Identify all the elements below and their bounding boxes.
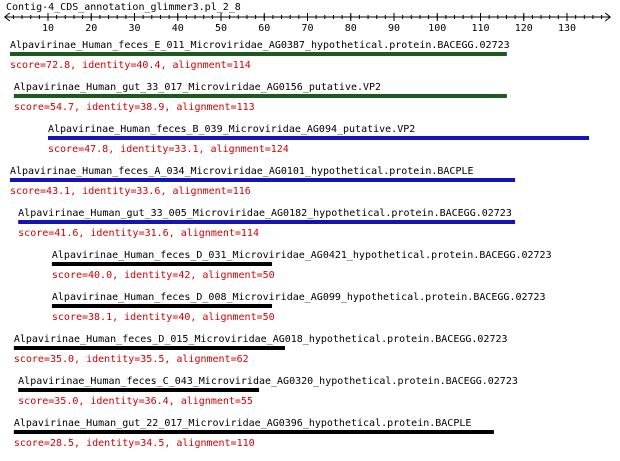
hit-label: Alpavirinae_Human_feces_E_011_Microvirid… [10, 40, 510, 51]
x-tick-label: 20 [85, 23, 97, 34]
x-tick-label: 120 [515, 23, 533, 34]
x-tick-label: 30 [128, 23, 140, 34]
x-tick-label: 90 [388, 23, 400, 34]
hit-label: Alpavirinae_Human_gut_22_017_Microvirida… [14, 418, 472, 429]
hit-score: score=54.7, identity=38.9, alignment=113 [14, 102, 255, 113]
hit-bar [48, 136, 590, 140]
hit-score: score=28.5, identity=34.5, alignment=110 [14, 438, 255, 449]
hit-score: score=72.8, identity=40.4, alignment=114 [10, 60, 251, 71]
hit-bar [9, 52, 507, 56]
hit-bar [18, 220, 516, 224]
hit-score: score=40.0, identity=42, alignment=50 [52, 270, 275, 281]
x-tick-label: 40 [172, 23, 184, 34]
hit-bar [13, 94, 507, 98]
hit-label: Alpavirinae_Human_feces_B_039_Microvirid… [48, 124, 415, 135]
hit-label: Alpavirinae_Human_gut_33_017_Microvirida… [14, 82, 381, 93]
x-tick-label: 70 [301, 23, 313, 34]
hit-score: score=47.8, identity=33.1, alignment=124 [48, 144, 289, 155]
hit-bar [51, 262, 273, 266]
hit-bar [13, 346, 286, 350]
x-tick-label: 50 [215, 23, 227, 34]
hit-score: score=35.0, identity=35.5, alignment=62 [14, 354, 249, 365]
ruler-arrow-left [3, 12, 11, 22]
hit-label: Alpavirinae_Human_feces_C_043_Microvirid… [18, 376, 518, 387]
hit-score: score=38.1, identity=40, alignment=50 [52, 312, 275, 323]
x-tick-label: 130 [558, 23, 576, 34]
x-tick-label: 110 [471, 23, 489, 34]
x-tick-label: 10 [42, 23, 54, 34]
x-tick-label: 80 [345, 23, 357, 34]
hit-score: score=41.6, identity=31.6, alignment=114 [18, 228, 259, 239]
hit-bar [9, 178, 516, 182]
hit-label: Alpavirinae_Human_feces_D_008_Microvirid… [52, 292, 546, 303]
hit-score: score=35.0, identity=36.4, alignment=55 [18, 396, 253, 407]
hit-label: Alpavirinae_Human_feces_D_015_Microvirid… [14, 334, 508, 345]
hit-label: Alpavirinae_Human_feces_A_034_Microvirid… [10, 166, 474, 177]
hit-label: Alpavirinae_Human_feces_D_031_Microvirid… [52, 250, 552, 261]
x-tick-label: 60 [258, 23, 270, 34]
hit-bar [13, 430, 494, 434]
x-tick-label: 100 [428, 23, 446, 34]
chart-title: Contig-4_CDS_annotation_glimmer3.pl_2_8 [6, 2, 241, 13]
hit-bar [18, 388, 260, 392]
hit-label: Alpavirinae_Human_gut_33_005_Microvirida… [18, 208, 512, 219]
ruler-arrow-right [604, 12, 612, 22]
hit-bar [51, 304, 273, 308]
hit-score: score=43.1, identity=33.6, alignment=116 [10, 186, 251, 197]
